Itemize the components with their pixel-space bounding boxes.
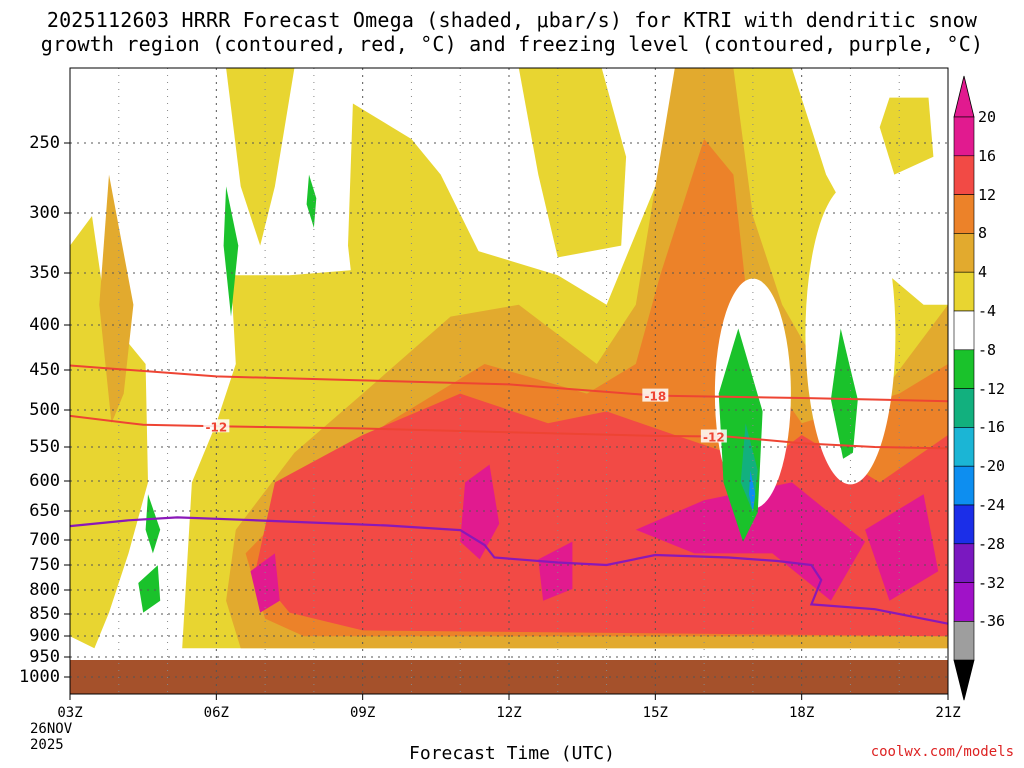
colorbar-band-8	[953, 427, 975, 467]
colorbar-band-1	[953, 155, 975, 195]
omega-region-14	[538, 541, 573, 601]
omega-core-18	[830, 328, 858, 459]
colorbar-band-3	[953, 233, 975, 273]
date-label-day: 26NOV	[30, 721, 73, 737]
colorbar-label-4: 4	[978, 263, 988, 282]
colorbar-band-11	[953, 543, 975, 583]
colorbar-band-7	[953, 388, 975, 428]
omega-region-16	[306, 174, 317, 228]
x-axis-title: Forecast Time (UTC)	[409, 743, 615, 764]
omega-region-5	[879, 97, 934, 175]
x-tick-label-4: 15Z	[642, 705, 668, 721]
dgz-label-1-1: -12	[703, 430, 725, 444]
colorbar-label-12: -32	[978, 573, 1006, 592]
dgz-contour-0	[69, 364, 949, 403]
x-tick-label-1: 06Z	[203, 705, 229, 721]
y-tick-label-9: 700	[29, 530, 60, 550]
omega-region-9	[255, 393, 948, 637]
x-tick-label-0: 03Z	[57, 705, 83, 721]
colorbar-label-7: -12	[978, 379, 1006, 398]
colorbar-band-10	[953, 504, 975, 545]
y-tick-label-6: 550	[29, 437, 60, 457]
omega-region-0	[70, 216, 148, 649]
colorbar-top-arrow	[953, 75, 975, 118]
colorbar-label-1: 16	[978, 146, 997, 165]
omega-region-19	[145, 494, 161, 554]
omega-region-12	[865, 494, 939, 601]
colorbar-bottom-arrow	[953, 659, 975, 701]
colorbar-label-2: 12	[978, 185, 997, 204]
colorbar-label-0: 20	[978, 108, 997, 126]
colorbar-band-5	[953, 310, 975, 351]
dgz-label-0-0: -18	[644, 390, 666, 404]
colorbar-label-5: -4	[978, 302, 997, 320]
y-tick-label-13: 900	[29, 626, 60, 646]
y-tick-label-14: 950	[29, 647, 60, 667]
colorbar-label-10: -24	[978, 496, 1006, 514]
chart-title-line1: 2025112603 HRRR Forecast Omega (shaded, …	[46, 8, 978, 32]
colorbar-band-9	[953, 465, 975, 506]
colorbar-band-4	[953, 271, 975, 312]
colorbar-label-9: -20	[978, 457, 1006, 476]
dgz-label-1-0: -12	[205, 420, 227, 434]
y-tick-label-10: 750	[29, 555, 60, 575]
colorbar-band-12	[953, 582, 975, 622]
x-tick-label-2: 09Z	[350, 705, 376, 721]
y-tick-label-1: 300	[29, 203, 60, 223]
y-tick-label-11: 800	[29, 580, 60, 600]
x-tick-label-5: 18Z	[789, 705, 815, 721]
x-tick-label-3: 12Z	[496, 705, 522, 721]
dgz-label-bg-1-1	[700, 429, 727, 443]
credit-link[interactable]: coolwx.com/models	[870, 744, 1014, 760]
y-tick-label-3: 400	[29, 315, 60, 335]
y-tick-label-0: 250	[29, 133, 60, 153]
chart-title-line2: growth region (contoured, red, °C) and f…	[40, 32, 984, 56]
omega-region-7	[99, 174, 134, 424]
y-tick-label-8: 650	[29, 501, 60, 521]
y-tick-label-12: 850	[29, 604, 60, 624]
colorbar-band-0	[953, 116, 975, 157]
y-tick-label-15: 1000	[19, 667, 60, 687]
omega-region-1	[226, 68, 295, 246]
date-label-year: 2025	[30, 737, 64, 753]
colorbar-band-13	[953, 621, 975, 661]
dgz-label-bg-1-0	[203, 419, 230, 433]
colorbar-label-8: -16	[978, 418, 1006, 437]
y-tick-label-2: 350	[29, 263, 60, 283]
dgz-label-bg-0-0	[642, 388, 669, 402]
colorbar-label-3: 8	[978, 224, 988, 243]
omega-region-13	[250, 553, 280, 613]
colorbar-label-6: -8	[978, 340, 997, 359]
colorbar-label-13: -36	[978, 612, 1006, 631]
freezing-level-contour	[69, 516, 949, 625]
x-tick-label-6: 21Z	[935, 705, 961, 721]
omega-region-20	[138, 565, 161, 613]
y-tick-label-4: 450	[29, 360, 60, 380]
colorbar-band-6	[953, 349, 975, 389]
colorbar-label-11: -28	[978, 534, 1006, 553]
omega-region-11	[635, 482, 866, 601]
y-tick-label-5: 500	[29, 400, 60, 420]
omega-region-15	[223, 186, 239, 317]
dgz-contour-1	[69, 414, 949, 450]
omega-region-3	[518, 68, 627, 258]
y-tick-label-7: 600	[29, 471, 60, 491]
colorbar-band-2	[953, 194, 975, 234]
